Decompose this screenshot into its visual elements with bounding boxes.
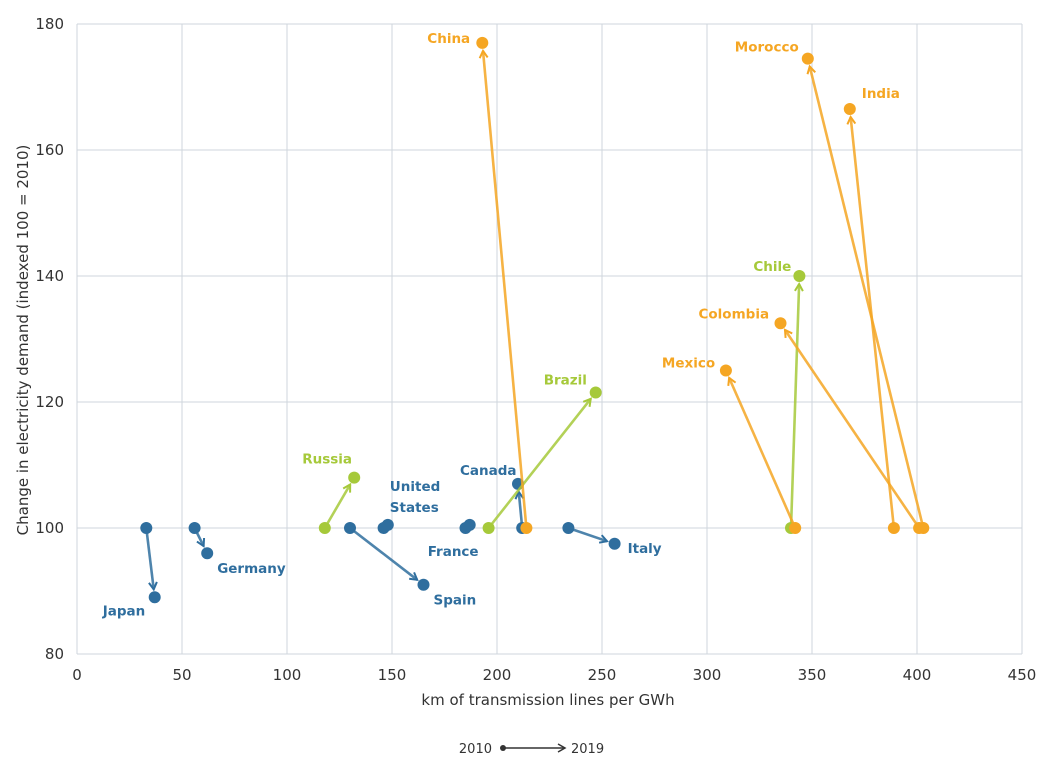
x-tick-label: 300 [693,666,722,684]
label-spain: Spain [434,593,477,609]
data-marks [140,36,930,604]
point-2010-japan [140,522,153,534]
point-2019-united-states [381,518,394,531]
arrow-spain [349,526,417,580]
point-2010-italy [562,522,575,534]
label-germany: Germany [217,561,286,577]
label-colombia: Colombia [699,306,770,322]
y-tick-label: 180 [35,15,64,33]
x-tick-label: 400 [903,666,932,684]
point-2010-russia [318,522,331,534]
point-2019-morocco [801,52,814,65]
label-canada: Canada [460,463,517,479]
axis-ticks: 0 50 100 150 200 250 300 350 400 450 80 100 120 140 16… [35,15,1036,684]
point-2019-russia [348,471,361,484]
y-tick-label: 140 [35,267,64,285]
label-russia: Russia [302,452,352,468]
point-2010-india [887,522,900,534]
arrow-italy [567,526,607,541]
x-tick-label: 450 [1008,666,1037,684]
label-japan: Japan [102,603,146,619]
point-2019-germany [201,547,214,560]
x-tick-label: 100 [273,666,302,684]
arrow-china [483,51,528,529]
x-tick-label: 50 [172,666,191,684]
legend-end: 2019 [571,742,604,757]
point-2010-brazil [482,522,495,534]
point-2019-china [476,36,489,49]
point-2019-brazil [589,386,602,399]
x-tick-label: 150 [378,666,407,684]
label-india: India [862,86,900,102]
point-2019-colombia [774,317,787,330]
arrow-chile [789,284,799,529]
x-axis-title: km of transmission lines per GWh [421,691,674,709]
label-mexico: Mexico [662,356,715,372]
arrow-colombia [785,330,921,529]
point-2019-japan [148,591,161,604]
arrow-mexico [729,378,797,529]
label-morocco: Morocco [735,40,799,56]
label-france: France [428,544,479,560]
arrow-canada [519,492,522,529]
label-china: China [427,31,470,47]
label-united-states: United States [390,479,440,516]
arrow-india [851,117,896,529]
arrow-brazil [487,399,591,529]
y-axis-title: Change in electricity demand (indexed 10… [14,145,32,536]
data-labels: Japan Germany Spain United States France Canad… [102,31,900,619]
label-brazil: Brazil [544,373,587,389]
arrow-morocco [810,66,925,529]
x-tick-label: 250 [588,666,617,684]
point-2019-chile [793,270,806,282]
arrow-russia [323,485,352,529]
legend-start: 2010 [459,742,492,757]
point-2010-mexico [789,522,802,534]
label-chile: Chile [753,259,791,275]
legend: 2010 2019 [459,742,604,757]
point-2010-colombia [913,522,926,534]
point-2019-italy [608,537,621,550]
y-tick-label: 100 [35,519,64,537]
y-tick-label: 160 [35,141,64,159]
point-2010-germany [188,522,201,534]
x-tick-label: 200 [483,666,512,684]
point-2010-spain [344,522,356,534]
x-tick-label: 0 [72,666,82,684]
grid [76,23,1023,655]
arrow-japan [145,527,153,589]
point-2019-spain [417,578,430,591]
point-2019-mexico [719,364,732,377]
y-tick-label: 80 [45,645,64,663]
y-tick-label: 120 [35,393,64,411]
label-italy: Italy [628,541,662,557]
x-tick-label: 350 [798,666,827,684]
point-2019-france [463,518,476,531]
point-2010-china [520,522,533,534]
point-2019-india [843,103,856,116]
